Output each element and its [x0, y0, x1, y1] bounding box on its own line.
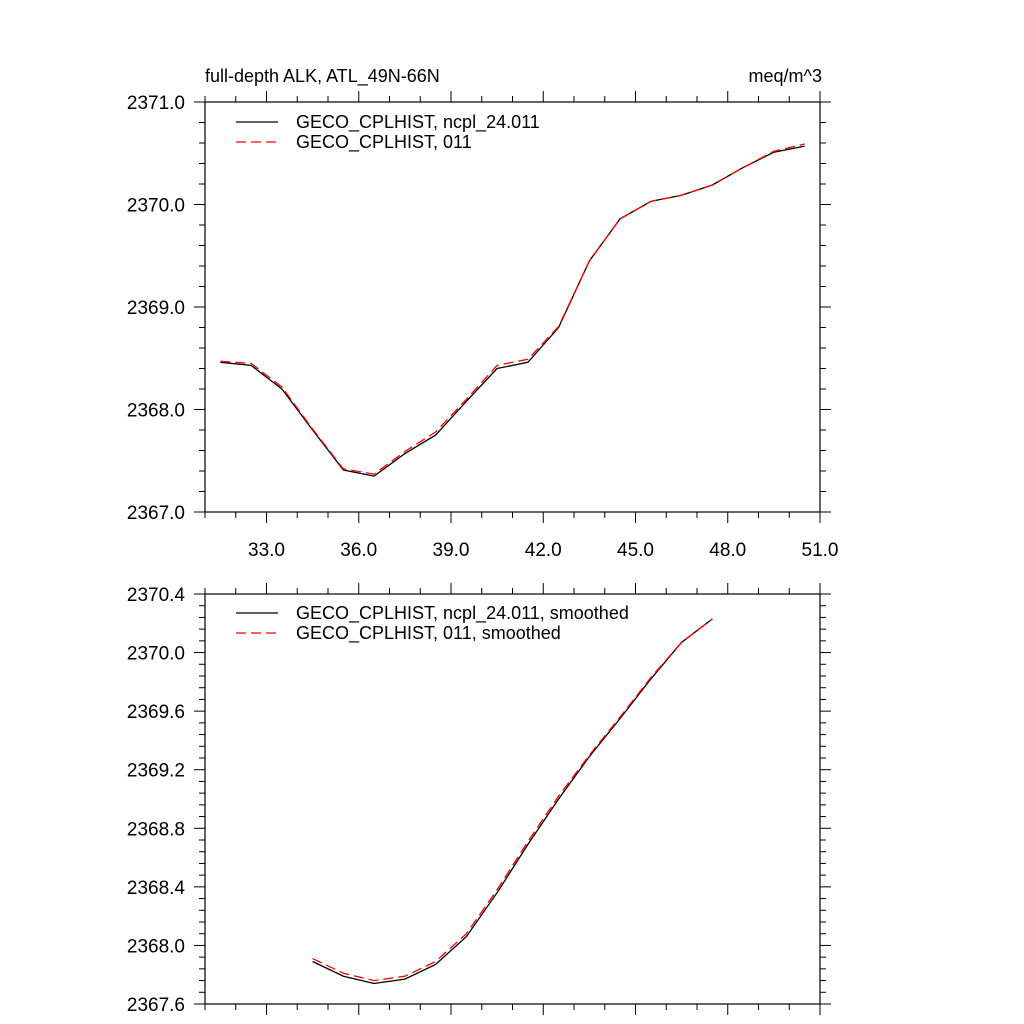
y-tick-label: 2370.0	[127, 644, 185, 665]
y-tick-label: 2368.4	[127, 878, 186, 899]
legend-label: GECO_CPLHIST, 011, smoothed	[296, 623, 561, 644]
legend: GECO_CPLHIST, ncpl_24.011, smoothedGECO_…	[236, 603, 629, 644]
x-tick-label: 51.0	[802, 540, 839, 561]
y-tick-label: 2367.0	[127, 503, 185, 524]
legend-label: GECO_CPLHIST, ncpl_24.011, smoothed	[296, 603, 629, 624]
x-tick-label: 39.0	[433, 540, 470, 561]
panel-title: full-depth ALK, ATL_49N-66N	[205, 66, 440, 87]
y-tick-label: 2371.0	[127, 93, 185, 114]
x-tick-label: 45.0	[617, 540, 654, 561]
x-tick-label: 42.0	[525, 540, 562, 561]
y-tick-label: 2368.0	[127, 936, 185, 957]
plot-frame	[204, 101, 821, 513]
plot-frame	[204, 593, 821, 1005]
series-lines	[220, 143, 805, 477]
series-lines	[312, 618, 713, 985]
ticks: 2367.6 2368.0 2368.4 2368.8 2369.2 2369.6 2370…	[127, 583, 831, 1016]
series-line-2	[312, 618, 713, 982]
y-tick-label: 2368.8	[127, 819, 185, 840]
ticks: 33.0 36.0 39.0 42.0 45.0 48.0 51.0 2367.0 2368.0…	[127, 91, 839, 561]
x-tick-label: 36.0	[340, 540, 377, 561]
x-tick-label: 48.0	[709, 540, 746, 561]
series-line-1	[312, 618, 713, 985]
panel-bottom: 2367.6 2368.0 2368.4 2368.8 2369.2 2369.6 2370…	[127, 583, 831, 1016]
units-label: meq/m^3	[749, 66, 822, 86]
legend-label: GECO_CPLHIST, 011	[296, 132, 472, 153]
legend-label: GECO_CPLHIST, ncpl_24.011	[296, 112, 540, 133]
y-tick-label: 2370.4	[127, 585, 186, 606]
y-tick-label: 2368.0	[127, 401, 185, 422]
y-tick-label: 2370.0	[127, 196, 185, 217]
y-tick-label: 2369.2	[127, 761, 185, 782]
series-line-1	[220, 145, 805, 477]
y-tick-label: 2369.0	[127, 298, 185, 319]
series-line-2	[220, 143, 805, 475]
panel-top: full-depth ALK, ATL_49N-66N meq/m^3 33.0…	[127, 66, 839, 561]
y-tick-label: 2367.6	[127, 995, 185, 1016]
y-tick-label: 2369.6	[127, 702, 185, 723]
x-tick-label: 33.0	[248, 540, 285, 561]
